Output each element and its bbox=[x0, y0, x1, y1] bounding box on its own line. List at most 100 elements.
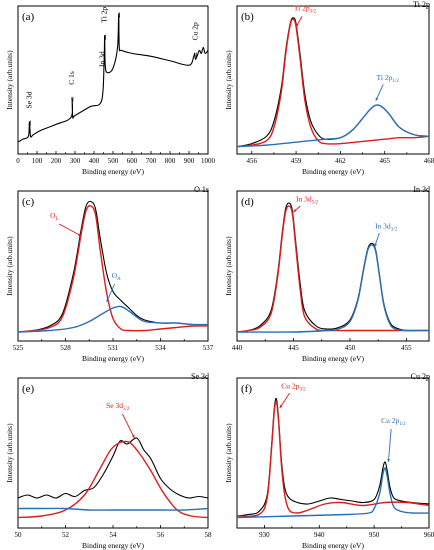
x-tick-label: 56 bbox=[157, 531, 165, 539]
series-line-experimental bbox=[18, 12, 208, 143]
peak-label: In 3d5/2 bbox=[296, 195, 319, 206]
peak-label-text: Cu 2p bbox=[381, 416, 399, 425]
x-tick-label: 54 bbox=[110, 531, 118, 539]
x-axis-title: Binding energy (eV) bbox=[302, 354, 364, 363]
annotation-arrowhead bbox=[131, 434, 135, 438]
peak-label: Se 3d bbox=[24, 91, 33, 108]
x-tick-label: 0 bbox=[16, 157, 20, 165]
x-tick-label: 450 bbox=[345, 344, 356, 352]
series-line-fit-1 bbox=[237, 400, 429, 517]
chart-panel-d: 440 445 450 455 Binding energy (eV) Intensity… bbox=[224, 185, 430, 363]
peak-label: Ti 2p1/2 bbox=[377, 73, 400, 84]
x-tick-label: 400 bbox=[89, 157, 100, 165]
peak-label-text: Se 3d bbox=[106, 401, 123, 410]
series-group bbox=[18, 200, 208, 333]
series-line-fit-2 bbox=[237, 104, 429, 148]
peak-label: In 3d bbox=[98, 51, 107, 67]
x-axis-title: Binding energy (eV) bbox=[82, 541, 144, 550]
series-group bbox=[237, 397, 429, 519]
plot-frame bbox=[236, 5, 430, 155]
x-tick-label: 100 bbox=[32, 157, 43, 165]
annotation-arrowhead bbox=[374, 243, 378, 247]
x-tick-label: 456 bbox=[247, 157, 258, 165]
peak-label-text: Ti 2p bbox=[100, 7, 109, 23]
element-label: Cu 2p bbox=[411, 372, 430, 381]
peak-label-subscript: 1/2 bbox=[399, 422, 406, 427]
y-axis-title: Intensity (arb.units) bbox=[224, 236, 233, 296]
series-group bbox=[237, 17, 429, 148]
chart-panel-b: 456 459 462 465 468 Binding energy (eV) Intens… bbox=[224, 0, 434, 176]
chart-panel-f: 930 940 950 960 Binding energy (eV) Intensity… bbox=[224, 372, 434, 550]
peak-label: OA bbox=[112, 271, 121, 282]
annotation-arrow bbox=[122, 413, 135, 439]
y-axis-title: Intensity (arb.units) bbox=[224, 423, 233, 483]
annotation-arrowhead bbox=[78, 233, 82, 236]
x-tick-label: 58 bbox=[205, 531, 213, 539]
x-tick-label: 50 bbox=[15, 531, 23, 539]
x-tick-label: 700 bbox=[146, 157, 157, 165]
peak-label-subscript: 3/2 bbox=[391, 228, 398, 233]
x-tick-label: 800 bbox=[165, 157, 176, 165]
peak-label: C 1s bbox=[67, 71, 76, 85]
panel-label: (a) bbox=[22, 11, 35, 23]
x-tick-label: 940 bbox=[314, 531, 325, 539]
series-line-fit-1 bbox=[237, 18, 429, 148]
x-tick-label: 537 bbox=[203, 344, 214, 352]
x-tick-label: 930 bbox=[259, 531, 270, 539]
peak-label-text: Ti 2p bbox=[377, 73, 393, 82]
element-label: In 3d bbox=[413, 185, 430, 194]
x-tick-label: 455 bbox=[401, 344, 412, 352]
series-line-fit-1 bbox=[18, 205, 208, 333]
series-group bbox=[18, 12, 208, 143]
peak-label-text: Cu 2p bbox=[281, 382, 299, 391]
panel-label: (f) bbox=[241, 383, 252, 395]
peak-label: Ti 2p bbox=[100, 7, 109, 23]
peak-label: Cu 2p1/2 bbox=[381, 416, 406, 427]
annotation-arrowhead bbox=[106, 298, 110, 302]
panel-label: (c) bbox=[22, 196, 35, 208]
peak-label-subscript: 5/2 bbox=[123, 407, 130, 412]
peak-label-text: In 3d bbox=[296, 195, 312, 204]
peak-label-text: Cu 2p bbox=[190, 22, 199, 40]
x-tick-label: 300 bbox=[70, 157, 81, 165]
peak-label-subscript: A bbox=[117, 277, 121, 282]
peak-label-subscript: L bbox=[56, 217, 59, 222]
plot-frame bbox=[236, 190, 430, 342]
x-axis-title: Binding energy (eV) bbox=[82, 354, 144, 363]
series-line-fit-2 bbox=[237, 244, 429, 333]
peak-label-text: O bbox=[50, 211, 56, 220]
annotation-arrow bbox=[279, 392, 291, 409]
peak-label-text: Se 3d bbox=[24, 91, 33, 108]
panel-label: (b) bbox=[241, 11, 254, 23]
series-line-fit-2 bbox=[18, 305, 208, 333]
peak-label: Ti 2p3/2 bbox=[294, 3, 317, 14]
element-label: Ti 2p bbox=[413, 0, 430, 9]
chart-panel-c: 525 528 531 534 537 Binding energy (eV) Intens… bbox=[5, 185, 214, 363]
peak-label: Cu 2p bbox=[190, 22, 199, 40]
peak-label-subscript: 1/2 bbox=[392, 79, 399, 84]
peak-label: Se 3d5/2 bbox=[106, 401, 130, 412]
element-label: O 1s bbox=[194, 185, 209, 194]
y-axis-title: Intensity (arb.units) bbox=[5, 423, 14, 483]
x-axis-title: Binding energy (eV) bbox=[82, 167, 144, 176]
series-line-fit-2 bbox=[18, 507, 208, 511]
x-tick-label: 525 bbox=[13, 344, 24, 352]
series-group bbox=[237, 202, 429, 333]
x-tick-label: 200 bbox=[51, 157, 62, 165]
panel-label: (e) bbox=[22, 383, 35, 395]
annotation-arrow bbox=[58, 223, 82, 237]
peak-label-subscript: 5/2 bbox=[312, 201, 319, 206]
x-tick-label: 900 bbox=[184, 157, 195, 165]
x-tick-label: 468 bbox=[424, 157, 434, 165]
peak-label: OL bbox=[50, 211, 58, 222]
x-tick-label: 950 bbox=[369, 531, 380, 539]
x-tick-label: 528 bbox=[60, 344, 71, 352]
x-tick-label: 445 bbox=[288, 344, 299, 352]
x-tick-label: 459 bbox=[291, 157, 302, 165]
x-tick-label: 531 bbox=[108, 344, 119, 352]
y-axis-title: Intensity (arb.units) bbox=[5, 50, 14, 110]
x-axis-title: Binding energy (eV) bbox=[302, 167, 364, 176]
chart-panel-a: 0 100 200 300 400 500 600 700 800 900 1000 Binding … bbox=[5, 0, 216, 176]
